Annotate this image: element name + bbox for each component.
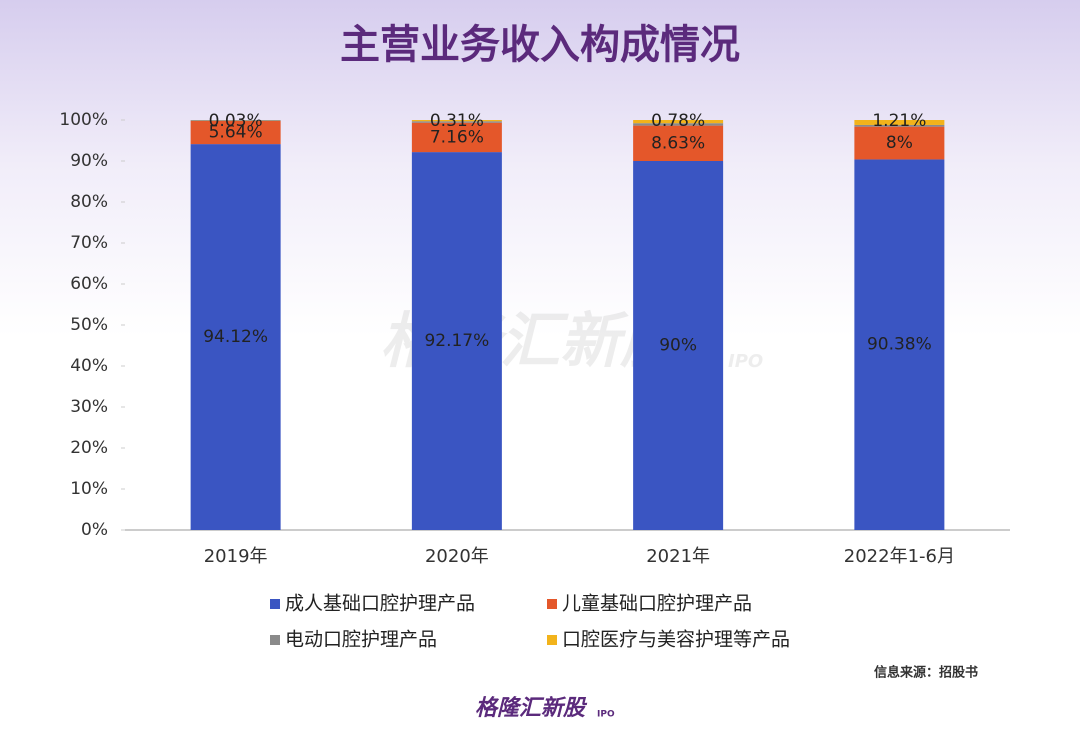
data-label: 0.31% — [430, 111, 484, 131]
bar-segment — [190, 120, 281, 121]
data-label: 90.38% — [867, 335, 932, 355]
bar-segment — [633, 125, 724, 161]
bar-segment — [854, 120, 945, 125]
data-label: 7.16% — [430, 127, 484, 147]
y-tick-label: 0% — [81, 520, 108, 540]
bar-segment — [190, 144, 281, 530]
data-label: 8.63% — [651, 133, 705, 153]
x-tick-label: 2022年1-6月 — [844, 546, 955, 567]
watermark-tag: IPO — [728, 351, 763, 372]
x-tick-label: 2021年 — [646, 546, 710, 567]
data-label: 5.64% — [209, 123, 263, 143]
legend-label: 成人基础口腔护理产品 — [285, 593, 475, 615]
legend-label: 儿童基础口腔护理产品 — [562, 593, 752, 615]
legend-swatch — [547, 635, 557, 645]
plot: 0% 10% 20% 30% 40% 50% 60% 70% 80% 90% 100% 2019年 94… — [59, 110, 1010, 567]
y-tick-label: 50% — [70, 315, 108, 335]
y-tick-label: 70% — [70, 233, 108, 253]
y-tick-label: 30% — [70, 397, 108, 417]
bar-segment — [854, 126, 945, 160]
y-tick-label: 90% — [70, 151, 108, 171]
footer-tag: IPO — [597, 710, 615, 720]
legend-label: 口腔医疗与美容护理等产品 — [562, 629, 790, 651]
data-label: 90% — [659, 336, 697, 356]
legend-label: 电动口腔护理产品 — [285, 629, 437, 651]
y-tick-label: 80% — [70, 192, 108, 212]
data-label: 92.17% — [424, 331, 489, 351]
data-label: 1.21% — [872, 111, 926, 131]
data-label: 0.03% — [209, 111, 263, 131]
y-tick-label: 10% — [70, 479, 108, 499]
y-tick-label: 20% — [70, 438, 108, 458]
bar-segment — [633, 123, 724, 126]
legend-swatch — [547, 599, 557, 609]
bar-segment — [854, 159, 945, 530]
y-tick-label: 60% — [70, 274, 108, 294]
bar-segment — [411, 122, 502, 153]
footer-brand: 格隆汇新股 — [475, 695, 588, 721]
y-tick-label: 40% — [70, 356, 108, 376]
bar-segment — [633, 120, 724, 124]
data-label: 0.78% — [651, 111, 705, 131]
bar-segment — [633, 161, 724, 530]
x-tick-label: 2019年 — [204, 546, 268, 567]
bar-segment — [411, 120, 502, 122]
legend-swatch — [270, 599, 280, 609]
bar-segment — [411, 152, 502, 530]
bar-segment — [411, 121, 502, 123]
legend-swatch — [270, 635, 280, 645]
bar-segment — [190, 120, 281, 145]
chart-title: 主营业务收入构成情况 — [340, 21, 740, 68]
source: 信息来源：招股书 — [874, 665, 978, 681]
x-tick-label: 2020年 — [425, 546, 489, 567]
data-label: 94.12% — [203, 327, 268, 347]
bar-segment — [854, 124, 945, 127]
data-label: 8% — [886, 133, 913, 153]
y-tick-label: 100% — [59, 110, 108, 130]
